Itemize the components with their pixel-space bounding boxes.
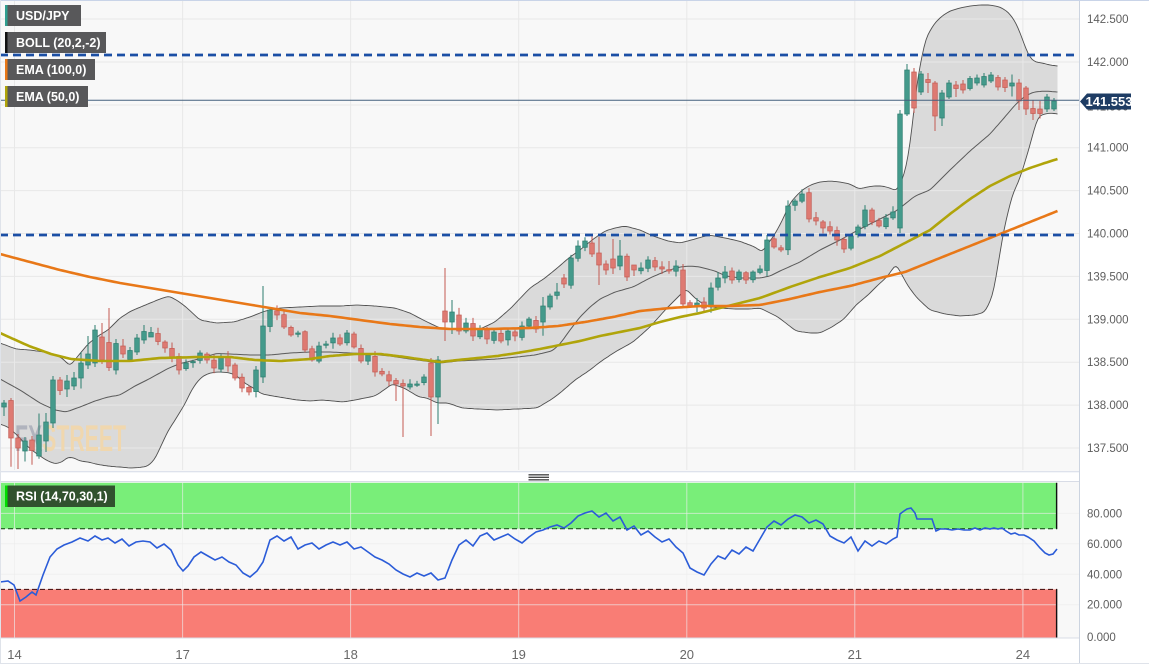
svg-text:140.500: 140.500 [1087,186,1129,198]
svg-text:60.000: 60.000 [1087,539,1122,551]
svg-text:BOLL (20,2,-2): BOLL (20,2,-2) [16,36,101,50]
svg-text:138.500: 138.500 [1087,357,1129,369]
svg-text:17: 17 [175,647,189,662]
svg-text:14: 14 [7,647,21,662]
svg-text:40.000: 40.000 [1087,569,1122,581]
svg-text:141.553: 141.553 [1086,94,1133,109]
svg-text:EMA (50,0): EMA (50,0) [16,90,79,104]
svg-text:137.500: 137.500 [1087,443,1129,455]
svg-text:18: 18 [343,647,357,662]
svg-text:0.000: 0.000 [1087,632,1116,644]
svg-text:20: 20 [680,647,694,662]
svg-text:142.000: 142.000 [1087,57,1129,69]
svg-text:138.000: 138.000 [1087,400,1129,412]
svg-text:USD/JPY: USD/JPY [16,9,70,23]
svg-text:141.000: 141.000 [1087,143,1129,155]
svg-text:EMA (100,0): EMA (100,0) [16,63,86,77]
svg-text:24: 24 [1016,647,1030,662]
svg-text:142.500: 142.500 [1087,14,1129,26]
svg-text:20.000: 20.000 [1087,600,1122,612]
svg-text:RSI (14,70,30,1): RSI (14,70,30,1) [16,490,108,504]
svg-text:139.000: 139.000 [1087,314,1129,326]
svg-text:21: 21 [848,647,862,662]
svg-text:19: 19 [511,647,525,662]
svg-text:139.500: 139.500 [1087,271,1129,283]
svg-text:140.000: 140.000 [1087,229,1129,241]
svg-text:80.000: 80.000 [1087,508,1122,520]
